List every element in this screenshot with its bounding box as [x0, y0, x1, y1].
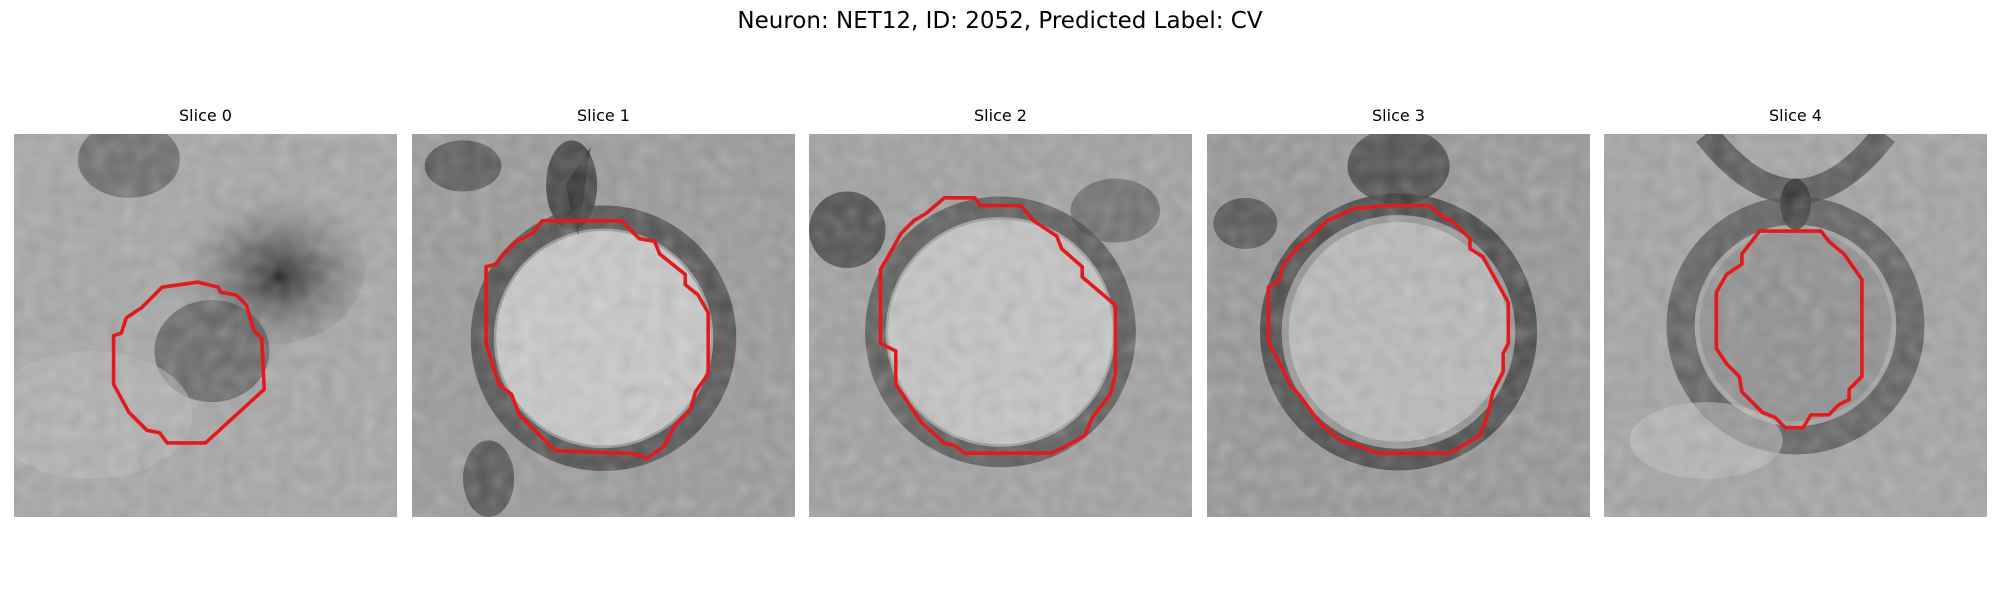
figure-title: Neuron: NET12, ID: 2052, Predicted Label…	[737, 8, 1263, 34]
slice-title: Slice 2	[974, 106, 1027, 125]
slice-panel-3: Slice 3	[1207, 106, 1590, 540]
slice-title: Slice 1	[577, 106, 630, 125]
slice-title: Slice 4	[1769, 106, 1822, 125]
contour-outline	[484, 219, 710, 461]
slice-panel-4: Slice 4	[1604, 106, 1987, 540]
slice-panel-1: Slice 1	[412, 106, 795, 540]
slice-title: Slice 0	[179, 106, 232, 125]
slice-title: Slice 3	[1372, 106, 1425, 125]
contour-outline	[1266, 203, 1511, 455]
slice-panel-2: Slice 2	[809, 106, 1192, 540]
slice-image-0	[14, 134, 397, 517]
slice-image-3	[1207, 134, 1590, 517]
contour-outline	[111, 280, 267, 445]
slice-image-2	[809, 134, 1192, 517]
slice-panel-0: Slice 0	[14, 106, 397, 540]
slice-image-4	[1604, 134, 1987, 517]
contour-outline	[1714, 229, 1864, 430]
slice-image-1	[412, 134, 795, 517]
contour-outline	[878, 196, 1118, 455]
